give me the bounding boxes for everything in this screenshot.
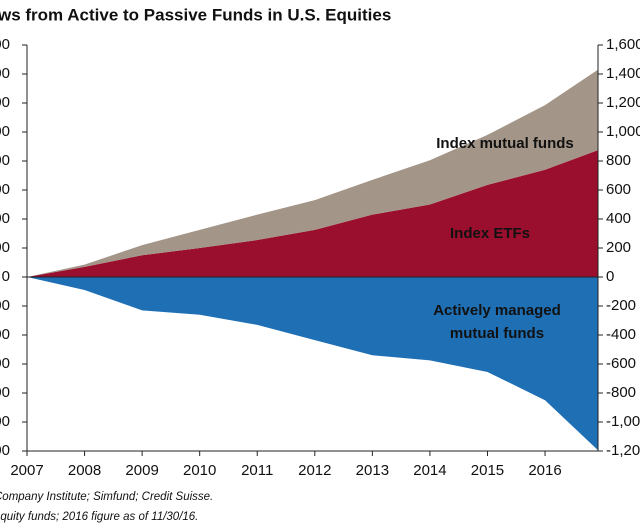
y2-tick-label: 0 <box>606 268 614 285</box>
y-tick-label: -800 <box>0 384 10 401</box>
area <box>27 69 598 278</box>
y2-tick-label: 1,600 <box>606 36 640 53</box>
y-tick-label: 1,200 <box>0 94 10 111</box>
x-tick-label: 2013 <box>356 462 389 479</box>
x-tick-label: 2010 <box>183 462 216 479</box>
source-note: Company Institute; Simfund; Credit Suiss… <box>0 491 213 503</box>
x-tick-label: 2008 <box>68 462 101 479</box>
y-tick-label: -200 <box>0 297 10 314</box>
y2-tick-label: 1,400 <box>606 65 640 82</box>
y2-tick-label: 400 <box>606 210 631 227</box>
y-tick-label: 1,400 <box>0 65 10 82</box>
y-tick-label: 200 <box>0 239 10 256</box>
series-label: Actively managed mutual funds <box>433 302 561 342</box>
y2-tick-label: -800 <box>606 384 636 401</box>
y2-tick-label: -600 <box>606 355 636 372</box>
x-tick-label: 2015 <box>471 462 504 479</box>
y-tick-label: -600 <box>0 355 10 372</box>
x-tick-label: 2009 <box>125 462 158 479</box>
y2-tick-label: -1,000 <box>606 413 640 430</box>
y2-tick-label: 1,200 <box>606 94 640 111</box>
y-tick-label: 1,600 <box>0 36 10 53</box>
x-tick-label: 2007 <box>10 462 43 479</box>
series-label: Index ETFs <box>449 225 531 242</box>
x-tick-label: 2014 <box>413 462 446 479</box>
y2-tick-label: 1,000 <box>606 123 640 140</box>
x-tick-label: 2011 <box>241 462 273 479</box>
y-tick-label: 0 <box>2 268 10 285</box>
y2-tick-label: -1,200 <box>606 442 640 459</box>
y-tick-label: 400 <box>0 210 10 227</box>
series-label: Index mutual funds <box>436 135 574 152</box>
y2-tick-label: -200 <box>606 297 636 314</box>
y-tick-label: 600 <box>0 181 10 198</box>
y2-tick-label: -400 <box>606 326 636 343</box>
y2-tick-label: 200 <box>606 239 631 256</box>
y-tick-label: -400 <box>0 326 10 343</box>
chart-title: ws from Active to Passive Funds in U.S. … <box>0 5 391 24</box>
y-tick-label: 800 <box>0 152 10 169</box>
footnote: equity funds; 2016 figure as of 11/30/16… <box>0 511 198 523</box>
y-tick-label: -1,000 <box>0 413 10 430</box>
x-tick-label: 2012 <box>298 462 331 479</box>
area <box>27 277 598 451</box>
y-tick-label: 1,000 <box>0 123 10 140</box>
area <box>27 150 598 277</box>
y-tick-label: -1,200 <box>0 442 10 459</box>
x-tick-label: 2016 <box>528 462 561 479</box>
y2-tick-label: 600 <box>606 181 631 198</box>
y2-tick-label: 800 <box>606 152 631 169</box>
